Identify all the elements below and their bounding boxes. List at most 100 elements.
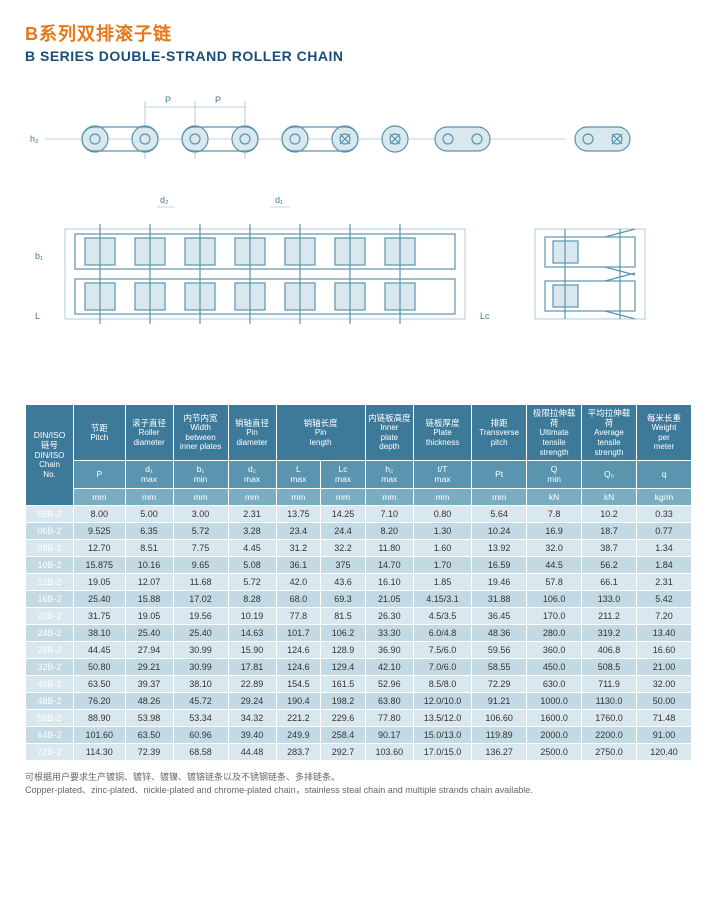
cell: 71.48: [636, 709, 691, 726]
col-unit: mm: [228, 488, 276, 505]
col-unit: kN: [527, 488, 582, 505]
cell: 258.4: [321, 726, 366, 743]
cell: 12.70: [74, 539, 125, 556]
heading-block: B系列双排滚子链 B SERIES DOUBLE-STRAND ROLLER C…: [25, 20, 692, 64]
cell: 16.59: [472, 556, 527, 573]
cell: 229.6: [321, 709, 366, 726]
svg-text:h₂: h₂: [30, 134, 39, 144]
col-header: 每米长重Weightpermeter: [636, 405, 691, 461]
cell: 12.0/10.0: [413, 692, 471, 709]
cell: 450.0: [527, 658, 582, 675]
cell: 7.20: [636, 607, 691, 624]
col-unit: kN: [582, 488, 637, 505]
cell: 63.50: [125, 726, 173, 743]
cell: 29.21: [125, 658, 173, 675]
table-row: 56B-288.9053.9853.3434.32221.2229.677.80…: [26, 709, 692, 726]
table-row: 10B-215.87510.169.655.0836.137514.701.70…: [26, 556, 692, 573]
cell: 17.0/15.0: [413, 743, 471, 760]
cell: 10.19: [228, 607, 276, 624]
cell: 17.02: [173, 590, 228, 607]
cell: 10.16: [125, 556, 173, 573]
technical-diagrams: P P h₂: [25, 79, 692, 379]
col-symbol: t/Tmax: [413, 461, 471, 488]
cell: 15.0/13.0: [413, 726, 471, 743]
col-symbol: q: [636, 461, 691, 488]
cell: 711.9: [582, 675, 637, 692]
cell: 08B-2: [26, 539, 74, 556]
cell: 72B-2: [26, 743, 74, 760]
cell: 11.80: [365, 539, 413, 556]
cell: 30.99: [173, 641, 228, 658]
cell: 34.32: [228, 709, 276, 726]
cell: 0.77: [636, 522, 691, 539]
cell: 8.5/8.0: [413, 675, 471, 692]
cell: 06B-2: [26, 522, 74, 539]
cell: 15.90: [228, 641, 276, 658]
cell: 39.40: [228, 726, 276, 743]
col-symbol: d₂max: [228, 461, 276, 488]
cell: 17.81: [228, 658, 276, 675]
table-row: 32B-250.8029.2130.9917.81124.6129.442.10…: [26, 658, 692, 675]
cell: 60.96: [173, 726, 228, 743]
cell: 1.30: [413, 522, 471, 539]
cell: 91.21: [472, 692, 527, 709]
cell: 1.34: [636, 539, 691, 556]
cell: 64B-2: [26, 726, 74, 743]
col-unit: mm: [173, 488, 228, 505]
cell: 103.60: [365, 743, 413, 760]
cell: 5.42: [636, 590, 691, 607]
cell: 50.80: [74, 658, 125, 675]
cell: 19.56: [173, 607, 228, 624]
cell: 26.30: [365, 607, 413, 624]
cell: 283.7: [276, 743, 321, 760]
cell: 48.36: [472, 624, 527, 641]
cell: 31.88: [472, 590, 527, 607]
cell: 36.1: [276, 556, 321, 573]
cell: 68.0: [276, 590, 321, 607]
col-symbol: h₂max: [365, 461, 413, 488]
cell: 38.10: [74, 624, 125, 641]
cell: 38.10: [173, 675, 228, 692]
table-row: 48B-276.2048.2645.7229.24190.4198.263.80…: [26, 692, 692, 709]
chain-diagram-svg: P P h₂: [25, 79, 685, 379]
cell: 13.5/12.0: [413, 709, 471, 726]
cell: 5.00: [125, 505, 173, 522]
col-header: 销轴直径Pindiameter: [228, 405, 276, 461]
col-header: 排距Transversepitch: [472, 405, 527, 461]
cell: 25.40: [74, 590, 125, 607]
title-chinese: B系列双排滚子链: [25, 20, 692, 46]
col-symbol: Qmin: [527, 461, 582, 488]
col-header: 极限拉伸载荷Ultimatetensilestrength: [527, 405, 582, 461]
cell: 56B-2: [26, 709, 74, 726]
cell: 120.40: [636, 743, 691, 760]
cell: 31.2: [276, 539, 321, 556]
cell: 42.10: [365, 658, 413, 675]
cell: 53.34: [173, 709, 228, 726]
cell: 508.5: [582, 658, 637, 675]
col-header: 内节内宽Widthbetweeninner plates: [173, 405, 228, 461]
cell: 14.70: [365, 556, 413, 573]
cell: 05B-2: [26, 505, 74, 522]
cell: 6.0/4.8: [413, 624, 471, 641]
cell: 7.5/6.0: [413, 641, 471, 658]
cell: 1.84: [636, 556, 691, 573]
cell: 7.0/6.0: [413, 658, 471, 675]
cell: 106.0: [527, 590, 582, 607]
cell: 249.9: [276, 726, 321, 743]
table-row: 28B-244.4527.9430.9915.90124.6128.936.90…: [26, 641, 692, 658]
cell: 1.70: [413, 556, 471, 573]
cell: 44.45: [74, 641, 125, 658]
cell: 154.5: [276, 675, 321, 692]
cell: 11.68: [173, 573, 228, 590]
table-row: 08B-212.708.517.754.4531.232.211.801.601…: [26, 539, 692, 556]
cell: 13.40: [636, 624, 691, 641]
cell: 77.80: [365, 709, 413, 726]
cell: 7.75: [173, 539, 228, 556]
cell: 63.80: [365, 692, 413, 709]
cell: 280.0: [527, 624, 582, 641]
cell: 10.24: [472, 522, 527, 539]
col-symbol: Lmax: [276, 461, 321, 488]
cell: 170.0: [527, 607, 582, 624]
cell: 50.00: [636, 692, 691, 709]
cell: 23.4: [276, 522, 321, 539]
